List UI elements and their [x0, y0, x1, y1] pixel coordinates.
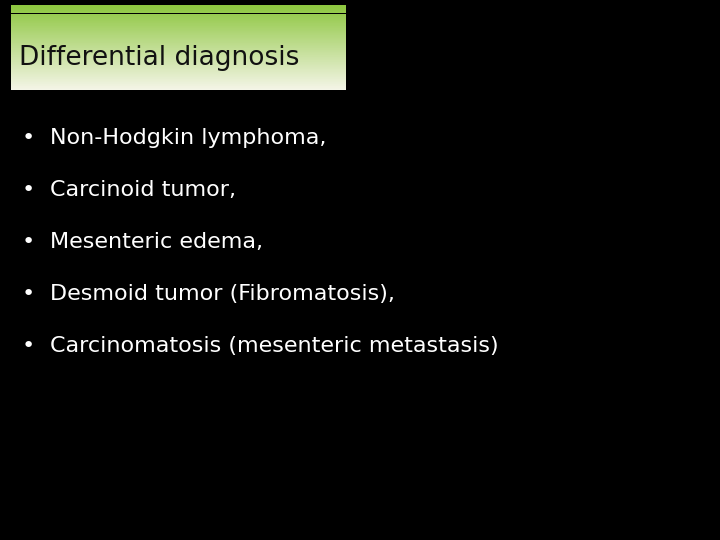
- Bar: [11, 8, 346, 9]
- Bar: [11, 54, 346, 55]
- Bar: [11, 88, 346, 89]
- Bar: [11, 89, 346, 90]
- Text: •: •: [22, 180, 35, 200]
- Bar: [11, 87, 346, 88]
- Bar: [11, 75, 346, 76]
- Bar: [11, 81, 346, 82]
- Bar: [11, 17, 346, 18]
- Text: •: •: [22, 284, 35, 304]
- Bar: [11, 9, 346, 10]
- Bar: [11, 5, 346, 6]
- Bar: [11, 51, 346, 52]
- Bar: [11, 16, 346, 17]
- Bar: [11, 13, 346, 14]
- Bar: [11, 25, 346, 26]
- Text: Mesenteric edema,: Mesenteric edema,: [50, 232, 263, 252]
- Text: •: •: [22, 128, 35, 148]
- Bar: [11, 38, 346, 39]
- Bar: [11, 58, 346, 59]
- Bar: [11, 27, 346, 28]
- Bar: [11, 45, 346, 46]
- Bar: [11, 64, 346, 65]
- Bar: [11, 50, 346, 51]
- Bar: [11, 35, 346, 36]
- Text: Differential diagnosis: Differential diagnosis: [19, 45, 300, 71]
- Bar: [11, 72, 346, 73]
- Bar: [11, 42, 346, 43]
- Bar: [11, 34, 346, 35]
- Bar: [11, 86, 346, 87]
- Bar: [11, 32, 346, 33]
- Text: Desmoid tumor (Fibromatosis),: Desmoid tumor (Fibromatosis),: [50, 284, 395, 304]
- Bar: [11, 30, 346, 31]
- Bar: [11, 18, 346, 19]
- Bar: [11, 39, 346, 40]
- Bar: [11, 20, 346, 21]
- Bar: [11, 15, 346, 16]
- Bar: [11, 78, 346, 79]
- Bar: [11, 28, 346, 29]
- Bar: [11, 53, 346, 54]
- Bar: [11, 60, 346, 61]
- Bar: [11, 63, 346, 64]
- Bar: [11, 14, 346, 15]
- Bar: [11, 80, 346, 81]
- Bar: [11, 11, 346, 12]
- Bar: [11, 69, 346, 70]
- Bar: [11, 21, 346, 22]
- Bar: [11, 61, 346, 62]
- Bar: [11, 40, 346, 41]
- Bar: [11, 6, 346, 7]
- Bar: [11, 12, 346, 13]
- Bar: [11, 70, 346, 71]
- Bar: [11, 22, 346, 23]
- Bar: [11, 37, 346, 38]
- Bar: [11, 29, 346, 30]
- Bar: [11, 59, 346, 60]
- Bar: [11, 49, 346, 50]
- Bar: [11, 10, 346, 11]
- Bar: [11, 57, 346, 58]
- Bar: [11, 79, 346, 80]
- Text: •: •: [22, 336, 35, 356]
- Bar: [11, 24, 346, 25]
- Bar: [11, 62, 346, 63]
- Bar: [11, 43, 346, 44]
- Bar: [11, 19, 346, 20]
- Bar: [11, 66, 346, 68]
- Bar: [11, 36, 346, 37]
- Bar: [11, 26, 346, 27]
- Text: Non-Hodgkin lymphoma,: Non-Hodgkin lymphoma,: [50, 128, 326, 148]
- Bar: [11, 55, 346, 56]
- Bar: [11, 82, 346, 83]
- Bar: [11, 77, 346, 78]
- Bar: [11, 41, 346, 42]
- Bar: [11, 23, 346, 24]
- Bar: [11, 47, 346, 48]
- Bar: [11, 7, 346, 8]
- Bar: [11, 85, 346, 86]
- Text: Carcinoid tumor,: Carcinoid tumor,: [50, 180, 236, 200]
- Bar: [11, 46, 346, 47]
- Bar: [11, 56, 346, 57]
- Bar: [11, 73, 346, 75]
- Bar: [11, 44, 346, 45]
- Bar: [11, 71, 346, 72]
- Bar: [11, 83, 346, 84]
- Bar: [11, 31, 346, 32]
- Bar: [11, 48, 346, 49]
- Bar: [11, 68, 346, 69]
- Text: Carcinomatosis (mesenteric metastasis): Carcinomatosis (mesenteric metastasis): [50, 336, 499, 356]
- Bar: [11, 76, 346, 77]
- Bar: [11, 33, 346, 34]
- Bar: [11, 65, 346, 66]
- Bar: [11, 52, 346, 53]
- Bar: [11, 84, 346, 85]
- Text: •: •: [22, 232, 35, 252]
